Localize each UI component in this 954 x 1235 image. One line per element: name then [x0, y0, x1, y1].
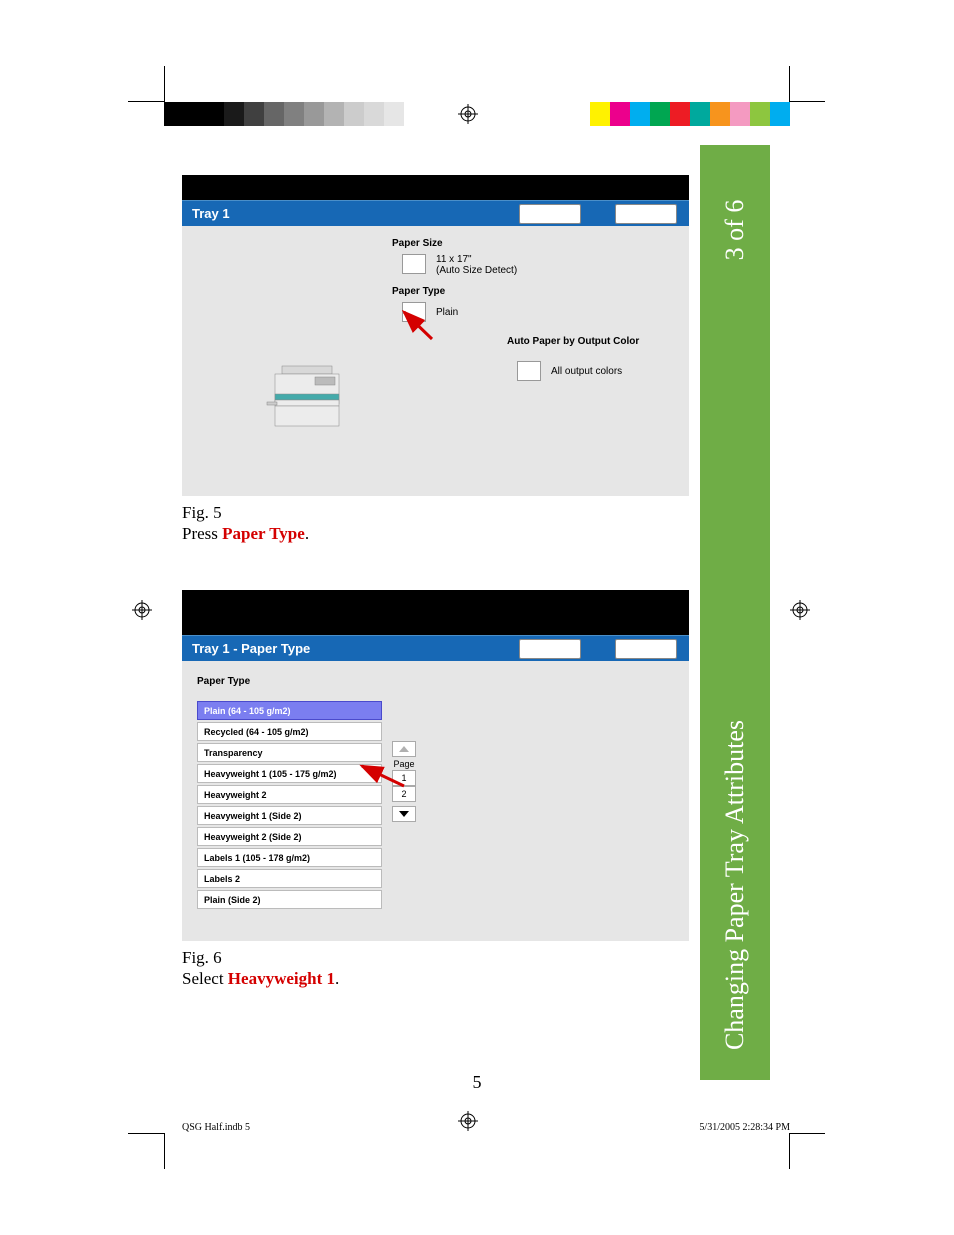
- footer-left: QSG Half.indb 5: [182, 1122, 250, 1133]
- paper-type-panel: Tray 1 - Paper Type Cancel Save Paper Ty…: [182, 590, 689, 941]
- color-swatch: [304, 102, 324, 126]
- color-swatch: [770, 102, 790, 126]
- color-swatch: [344, 102, 364, 126]
- page: 3 of 6 Changing Paper Tray Attributes Tr…: [0, 0, 954, 1235]
- paper-type-list-label: Paper Type: [197, 676, 250, 687]
- color-swatch: [244, 102, 264, 126]
- paper-size-label: Paper Size: [392, 238, 443, 249]
- paper-type-title: Tray 1 - Paper Type: [192, 641, 310, 656]
- paper-type-titlebar: Tray 1 - Paper Type Cancel Save: [182, 635, 689, 661]
- panel-top-black: [182, 175, 689, 200]
- panel-top-black: [182, 590, 689, 635]
- auto-paper-field: All output colors: [517, 361, 622, 381]
- crop-mark: [789, 101, 825, 102]
- color-swatch: [610, 102, 630, 126]
- tray1-title: Tray 1: [192, 206, 230, 221]
- color-swatch: [710, 102, 730, 126]
- tray1-body: Paper Size 11 x 17" (Auto Size Detect) P…: [182, 226, 689, 496]
- fig-6-number: Fig. 6: [182, 947, 689, 968]
- paper-type-option[interactable]: Heavyweight 1 (Side 2): [197, 806, 382, 825]
- paper-type-option[interactable]: Recycled (64 - 105 g/m2): [197, 722, 382, 741]
- page-body: Tray 1 Cancel Save Paper Size 11 x 17" (…: [182, 145, 772, 1105]
- paper-size-box[interactable]: [402, 254, 426, 274]
- footer-right: 5/31/2005 2:28:34 PM: [699, 1122, 790, 1133]
- page-number: 5: [182, 1072, 772, 1093]
- fig-5-text-red: Paper Type: [222, 524, 305, 543]
- color-swatch: [670, 102, 690, 126]
- auto-paper-value: All output colors: [551, 366, 622, 377]
- footer: QSG Half.indb 5 5/31/2005 2:28:34 PM: [182, 1122, 790, 1133]
- save-button[interactable]: Save: [615, 639, 677, 659]
- crop-mark: [164, 1133, 165, 1169]
- fig-6-text-pre: Select: [182, 969, 228, 988]
- tray1-titlebar: Tray 1 Cancel Save: [182, 200, 689, 226]
- fig-5-text-post: .: [305, 524, 309, 543]
- color-swatch: [224, 102, 244, 126]
- crop-mark: [789, 1133, 790, 1169]
- paper-size-line1: 11 x 17": [436, 254, 517, 265]
- color-swatch: [164, 102, 224, 126]
- figure-5-caption: Fig. 5 Press Paper Type.: [182, 502, 689, 545]
- color-swatch: [690, 102, 710, 126]
- cancel-button[interactable]: Cancel: [519, 204, 581, 224]
- fig-6-text-red: Heavyweight 1: [228, 969, 335, 988]
- crop-mark: [789, 1133, 825, 1134]
- color-swatch: [324, 102, 344, 126]
- fig-5-text-pre: Press: [182, 524, 222, 543]
- printer-illustration-icon: [267, 356, 347, 431]
- paper-size-field: 11 x 17" (Auto Size Detect): [402, 254, 517, 278]
- arrow-icon: [354, 751, 414, 791]
- color-swatch: [384, 102, 404, 126]
- registration-mark: [458, 104, 478, 124]
- crop-mark: [789, 66, 790, 102]
- figure-6-container: Tray 1 - Paper Type Cancel Save Paper Ty…: [182, 590, 689, 990]
- paper-type-body: Paper Type Plain (64 - 105 g/m2) Recycled…: [182, 661, 689, 941]
- save-button[interactable]: Save: [615, 204, 677, 224]
- color-swatch: [264, 102, 284, 126]
- tray1-panel: Tray 1 Cancel Save Paper Size 11 x 17" (…: [182, 175, 689, 496]
- registration-mark: [790, 600, 810, 620]
- paper-type-option[interactable]: Labels 2: [197, 869, 382, 888]
- scroll-down-button[interactable]: [392, 806, 416, 822]
- auto-paper-box[interactable]: [517, 361, 541, 381]
- fig-6-text-post: .: [335, 969, 339, 988]
- crop-mark: [128, 1133, 164, 1134]
- paper-type-label: Paper Type: [392, 286, 445, 297]
- paper-type-option[interactable]: Heavyweight 2 (Side 2): [197, 827, 382, 846]
- color-swatch: [590, 102, 610, 126]
- crop-mark: [164, 66, 165, 102]
- figure-6-caption: Fig. 6 Select Heavyweight 1.: [182, 947, 689, 990]
- paper-type-option[interactable]: Plain (Side 2): [197, 890, 382, 909]
- color-swatch: [630, 102, 650, 126]
- color-swatch: [730, 102, 750, 126]
- color-swatch: [364, 102, 384, 126]
- color-swatch: [650, 102, 670, 126]
- color-swatch: [750, 102, 770, 126]
- paper-type-option[interactable]: Labels 1 (105 - 178 g/m2): [197, 848, 382, 867]
- cancel-button[interactable]: Cancel: [519, 639, 581, 659]
- color-swatch: [284, 102, 304, 126]
- figure-5-container: Tray 1 Cancel Save Paper Size 11 x 17" (…: [182, 175, 689, 545]
- paper-size-line2: (Auto Size Detect): [436, 265, 517, 276]
- fig-5-number: Fig. 5: [182, 502, 689, 523]
- paper-type-option[interactable]: Plain (64 - 105 g/m2): [197, 701, 382, 720]
- arrow-icon: [382, 304, 442, 344]
- registration-mark: [132, 600, 152, 620]
- crop-mark: [128, 101, 164, 102]
- paper-type-listbox: Plain (64 - 105 g/m2) Recycled (64 - 105 …: [197, 701, 382, 911]
- auto-paper-label: Auto Paper by Output Color: [507, 336, 639, 347]
